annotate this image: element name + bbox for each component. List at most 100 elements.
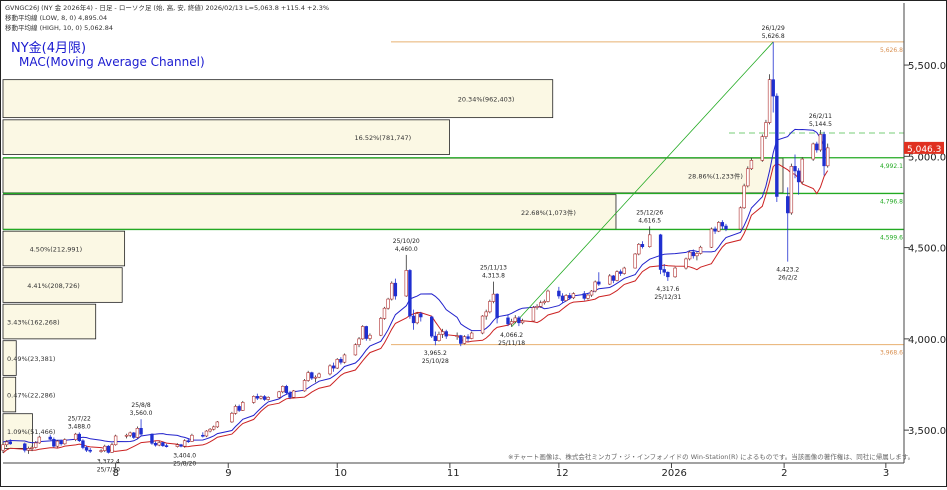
candle-body xyxy=(713,228,717,232)
candle-body xyxy=(822,134,826,167)
volume-profile-label: 0.49%(23,381) xyxy=(7,355,55,363)
y-tick-label: 4,500.0 xyxy=(908,244,946,255)
candle-body xyxy=(695,253,699,257)
candle-body xyxy=(793,166,797,172)
volume-profile-bar xyxy=(2,340,17,376)
volume-profile-bar xyxy=(2,303,97,340)
annotation-date: 25/10/28 xyxy=(422,358,449,365)
candle-body xyxy=(724,225,728,230)
chart-title: NY金(4月限) xyxy=(11,40,86,56)
candle-body xyxy=(259,396,263,399)
candle-body xyxy=(233,406,238,414)
last-price-label: 5,046.3 xyxy=(907,145,941,155)
annotation-value: 4,066.2 xyxy=(500,332,523,339)
candle-body xyxy=(771,79,775,97)
candle-body xyxy=(811,143,815,160)
candle-body xyxy=(698,246,703,254)
candle-body xyxy=(52,438,56,447)
x-tick-label: 8 xyxy=(113,468,119,479)
candle-body xyxy=(691,251,695,257)
candle-body xyxy=(717,222,721,232)
volume-profile-label: 22.68%(1,073件) xyxy=(521,208,576,217)
annotation-value: 4,616.5 xyxy=(638,217,661,224)
candle-body xyxy=(182,440,187,447)
candle-body xyxy=(611,275,616,281)
candle-body xyxy=(153,442,158,446)
candle-body xyxy=(23,443,27,451)
candle-body xyxy=(818,134,823,151)
candle-body xyxy=(568,295,572,299)
annotation-date: 26/1/29 xyxy=(762,25,785,32)
candle-body xyxy=(647,234,652,247)
price-level-label: 4,599.6 xyxy=(880,234,903,241)
candle-body xyxy=(255,396,260,399)
annotation-value: 3,404.0 xyxy=(173,453,196,460)
x-tick-label: 3 xyxy=(883,468,889,479)
annotations-layer: 26/1/295,626.8 26/2/115,144.5 25/10/204,46… xyxy=(68,25,832,474)
candle-body xyxy=(335,359,339,369)
candle-body xyxy=(800,158,804,183)
candle-body xyxy=(139,428,143,435)
candle-body xyxy=(666,271,670,278)
candle-body xyxy=(215,421,220,428)
candle-body xyxy=(517,317,521,324)
annotation-date: 25/10/20 xyxy=(393,238,420,245)
candle-body xyxy=(73,433,78,440)
candle-body xyxy=(571,293,576,299)
candle-body xyxy=(506,317,510,325)
candle-body xyxy=(640,244,645,247)
candle-body xyxy=(103,445,107,451)
volume-profile-label: 20.34%(962,403) xyxy=(458,96,515,104)
candle-body xyxy=(190,434,194,442)
annotation-date: 26/2/2 xyxy=(778,275,797,282)
candle-body xyxy=(495,293,499,319)
header-line-3: 移動平均線 (HIGH, 10, 0) 5,062.84 xyxy=(5,23,113,32)
annotation-date: 25/11/18 xyxy=(498,340,525,347)
candle-body xyxy=(390,282,394,300)
candle-body xyxy=(673,267,677,278)
candle-body xyxy=(208,428,212,432)
last-price-badge xyxy=(904,141,944,154)
candle-body xyxy=(4,441,9,446)
chart-subtitle: MAC(Moving Average Channel) xyxy=(19,55,205,69)
candle-body xyxy=(360,326,365,340)
candle-body xyxy=(106,445,111,453)
candle-body xyxy=(368,334,372,339)
candle-body xyxy=(480,315,485,334)
volume-profile-bar xyxy=(2,157,784,194)
candle-body xyxy=(597,281,601,285)
candle-body xyxy=(469,332,474,339)
candle-body xyxy=(150,433,154,444)
candle-body xyxy=(291,390,296,398)
candle-body xyxy=(175,444,180,447)
candle-body xyxy=(513,317,517,322)
footnote: ※チャート画像は、株式会社ミンカブ・ジ・インフォノイドの Win-Station… xyxy=(508,452,914,461)
candle-body xyxy=(786,196,790,214)
x-tick-label: 2026 xyxy=(661,468,686,479)
candle-body xyxy=(557,290,561,297)
candle-body xyxy=(520,320,525,324)
candle-body xyxy=(317,373,321,378)
candle-body xyxy=(593,281,597,292)
candle-body xyxy=(33,442,38,448)
candle-body xyxy=(48,436,52,440)
candle-body xyxy=(742,185,746,209)
annotation-value: 4,460.0 xyxy=(395,246,418,253)
volume-profile-label: 3.43%(162,268) xyxy=(7,319,60,327)
volume-profile-label: 28.86%(1,233件) xyxy=(688,172,743,181)
price-level-label: 4,992.1 xyxy=(880,163,903,170)
candle-body xyxy=(709,228,714,248)
candle-body xyxy=(589,290,594,296)
annotation-value: 3,560.0 xyxy=(130,410,153,417)
candle-body xyxy=(277,391,281,398)
annotation-value: 3,372.4 xyxy=(97,458,120,465)
candle-body xyxy=(546,290,550,302)
candle-body xyxy=(440,331,445,335)
candle-body xyxy=(353,344,358,356)
trend-line xyxy=(511,41,774,328)
candle-body xyxy=(342,354,347,363)
candle-body xyxy=(564,295,568,301)
candle-body xyxy=(281,386,285,393)
price-level-label: 3,968.6 xyxy=(880,350,903,357)
candle-body xyxy=(386,298,390,309)
